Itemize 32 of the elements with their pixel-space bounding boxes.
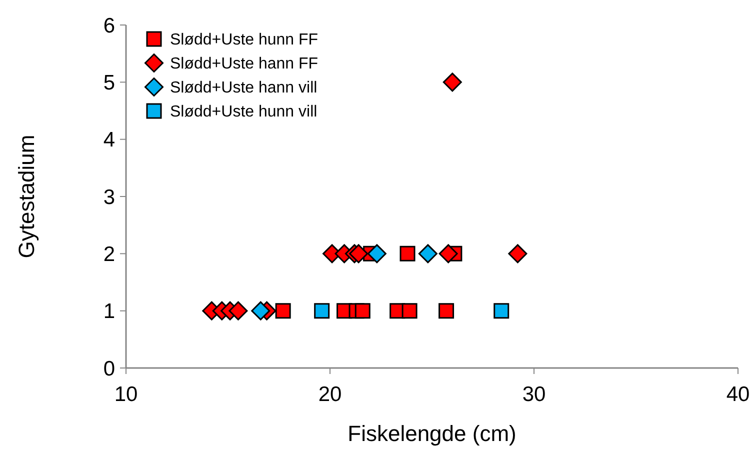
y-tick-label: 3 xyxy=(103,186,115,209)
point xyxy=(494,303,510,319)
x-tick-label: 10 xyxy=(114,383,138,406)
legend-label: Slødd+Uste hunn FF xyxy=(170,32,318,49)
point xyxy=(438,303,454,319)
point xyxy=(402,303,418,319)
y-tick-label: 2 xyxy=(103,243,115,266)
y-tick-label: 1 xyxy=(103,300,115,324)
x-tick-label: 30 xyxy=(522,383,546,406)
point xyxy=(367,244,386,264)
legend-label: Slødd+Uste hann FF xyxy=(170,56,318,73)
x-tick-label: 20 xyxy=(318,383,342,406)
y-tick-label: 4 xyxy=(103,128,116,152)
y-tick-label: 6 xyxy=(103,14,115,38)
point xyxy=(228,301,248,320)
x-axis-title: Fiskelengde (cm) xyxy=(348,421,516,446)
point xyxy=(251,301,270,320)
point xyxy=(275,303,291,319)
point xyxy=(418,244,438,264)
point xyxy=(349,244,368,264)
legend-label: Slødd+Uste hunn vill xyxy=(170,104,318,121)
point xyxy=(400,246,416,262)
point xyxy=(314,303,330,319)
legend-label: Slødd+Uste hann vill xyxy=(170,80,318,97)
point xyxy=(438,244,458,264)
y-tick-label: 0 xyxy=(103,357,115,380)
y-axis-title: Gytestadium xyxy=(14,134,39,258)
y-tick-label: 5 xyxy=(103,72,115,95)
point xyxy=(442,72,462,92)
point xyxy=(354,303,370,319)
x-tick-label: 40 xyxy=(726,383,750,406)
point xyxy=(508,244,528,264)
